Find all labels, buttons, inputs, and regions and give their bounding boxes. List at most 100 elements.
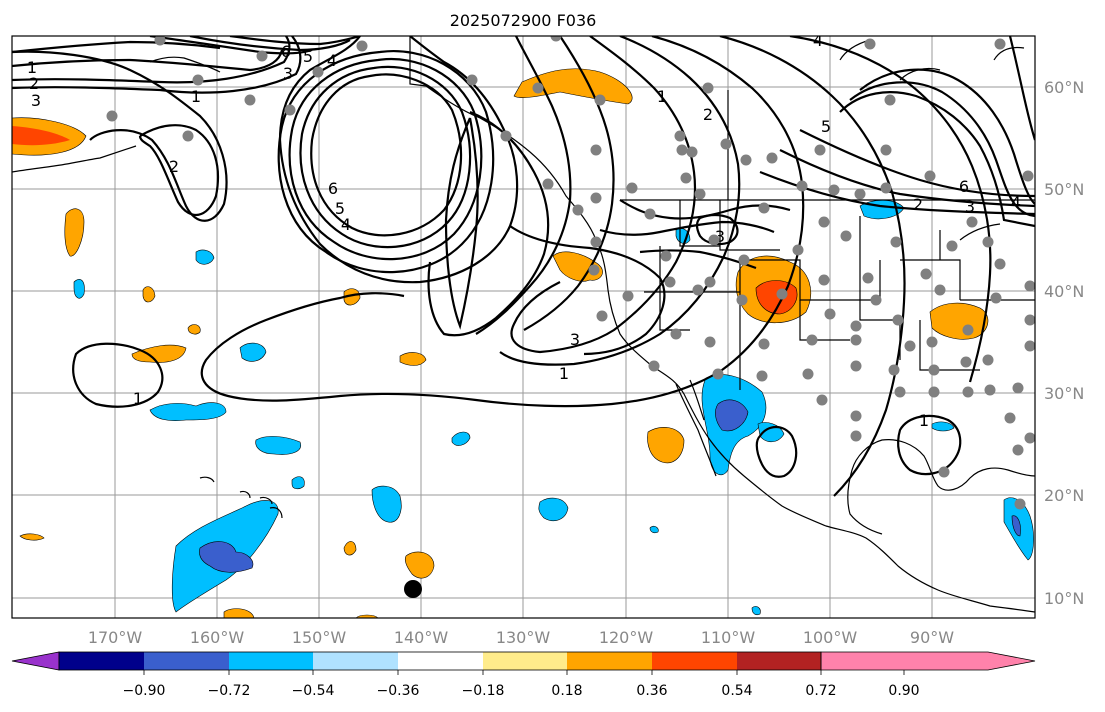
contour-label: 3 (31, 91, 41, 110)
contour-label: 3 (715, 227, 725, 246)
shade-blue (371, 485, 402, 523)
colorbar-tick-label: 0.90 (888, 683, 919, 699)
shade-orange (223, 608, 255, 618)
lon-label: 160°W (190, 628, 245, 647)
lat-label: 60°N (1044, 78, 1084, 97)
lon-label: 170°W (88, 628, 143, 647)
colorbar-extend-min (11, 651, 60, 671)
colorbar-segment (144, 652, 229, 670)
contour-label: 1 (559, 364, 569, 383)
map-frame (11, 35, 1036, 619)
colorbar-extend-max (820, 651, 1036, 671)
shade-orange (343, 288, 361, 306)
colorbar-segment (483, 652, 567, 670)
colorbar-tick-label: 0.72 (805, 683, 836, 699)
colorbar-tick-label: −0.72 (208, 683, 251, 699)
colorbar-tick-label: −0.90 (123, 683, 166, 699)
colorbar-segment (737, 652, 821, 670)
contour-label: 2 (29, 74, 39, 93)
colorbar-segment (567, 652, 652, 670)
contour-label: 4 (327, 51, 337, 70)
colorbar-tick-label: −0.54 (292, 683, 335, 699)
colorbar-segment (229, 652, 313, 670)
contour-label: 6 (328, 179, 338, 198)
contour-label: 3 (965, 197, 975, 216)
shade-mid-blue (1011, 515, 1021, 537)
shade-orange (131, 344, 187, 363)
lon-label: 110°W (701, 628, 756, 647)
contour-label: 5 (821, 117, 831, 136)
lat-label: 30°N (1044, 384, 1084, 403)
contour-label: 4 (341, 215, 351, 234)
shade-blue (291, 476, 305, 490)
station-markers (106, 36, 1035, 510)
shade-mid-blue (199, 541, 254, 573)
contour-label: 3 (283, 64, 293, 83)
lat-label: 40°N (1044, 282, 1084, 301)
lon-label: 100°W (803, 628, 858, 647)
map-panel: 1 2 3 6 5 4 3 1 2 6 5 4 1 2 3 3 1 1 4 5 … (12, 31, 1035, 618)
contour-label: 1 (919, 411, 929, 430)
lon-label: 140°W (394, 628, 449, 647)
shade-orange (187, 324, 201, 335)
shade-blue (255, 436, 301, 455)
shade-mid-blue (715, 399, 749, 432)
contour-label: 6 (959, 177, 969, 196)
contour-label: 6 (281, 42, 291, 61)
contour-label: 1 (657, 87, 667, 106)
colorbar-tick-label: 0.36 (636, 683, 667, 699)
colorbar-segment (313, 652, 398, 670)
longitude-axis: 170°W 160°W 150°W 140°W 130°W 120°W 110°… (88, 628, 954, 647)
contour-label: 5 (303, 47, 313, 66)
lat-label: 50°N (1044, 180, 1084, 199)
colorbar-tick-label: 0.18 (551, 683, 582, 699)
contour-label: 2 (703, 105, 713, 124)
shaded-fields (12, 68, 1034, 618)
shade-blue (195, 249, 215, 265)
reference-marker (404, 580, 422, 598)
colorbar-tick-label: 0.54 (721, 683, 752, 699)
lon-label: 130°W (496, 628, 551, 647)
colorbar-tick-label: −0.18 (462, 683, 505, 699)
colorbar-segment (652, 652, 737, 670)
shade-blue (649, 526, 659, 534)
shade-orange (399, 352, 427, 366)
shade-blue (751, 606, 761, 616)
colorbar: −0.90 −0.72 −0.54 −0.36 −0.18 0.18 0.36 … (11, 651, 1036, 699)
contour-lines (12, 36, 1035, 497)
shade-red (12, 126, 70, 146)
contour-label: 1 (27, 58, 37, 77)
contour-label: 5 (335, 199, 345, 218)
shade-blue (451, 431, 471, 446)
map-title: 2025072900 F036 (450, 11, 597, 30)
shade-orange (19, 533, 45, 541)
shade-blue (73, 279, 85, 299)
contour-label: 2 (913, 195, 923, 214)
latitude-axis: 60°N 50°N 40°N 30°N 20°N 10°N (1044, 78, 1084, 608)
colorbar-segment (59, 652, 144, 670)
colorbar-segment (398, 652, 483, 670)
contour-label: 4 (813, 31, 823, 50)
shade-orange (142, 286, 156, 303)
shade-orange (343, 541, 357, 556)
shade-orange (647, 427, 685, 464)
contour-label-group: 1 2 3 6 5 4 3 1 2 6 5 4 1 2 3 3 1 1 4 5 … (27, 31, 1021, 430)
shade-orange (404, 551, 435, 579)
shade-blue (931, 421, 955, 432)
contour-label: 2 (169, 157, 179, 176)
contour-label: 4 (1011, 193, 1021, 212)
contour-label: 1 (191, 87, 201, 106)
contour-label: 3 (570, 330, 580, 349)
shade-blue (239, 342, 267, 362)
lon-label: 120°W (599, 628, 654, 647)
shade-blue (149, 402, 227, 421)
contour-label: 1 (133, 389, 143, 408)
lon-label: 150°W (292, 628, 347, 647)
shade-blue (538, 497, 569, 521)
lon-label: 90°W (910, 628, 954, 647)
shade-orange (64, 208, 85, 257)
lat-label: 20°N (1044, 486, 1084, 505)
lat-label: 10°N (1044, 589, 1084, 608)
colorbar-tick-label: −0.36 (377, 683, 420, 699)
